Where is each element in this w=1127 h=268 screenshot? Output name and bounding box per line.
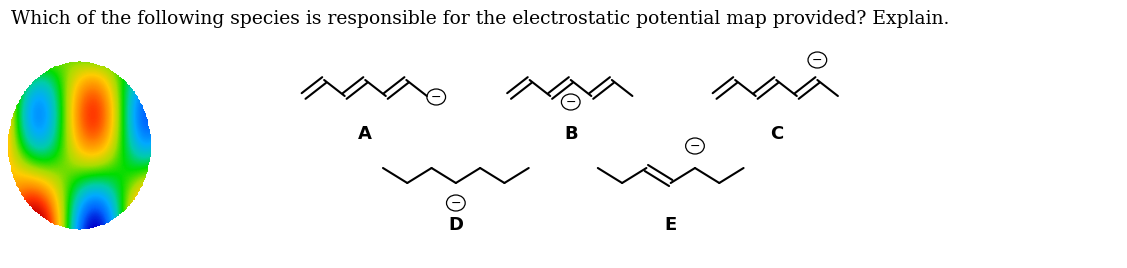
Text: C: C — [770, 125, 783, 143]
Text: −: − — [690, 140, 700, 152]
Text: −: − — [813, 54, 823, 66]
Text: −: − — [566, 95, 576, 109]
Text: D: D — [449, 216, 463, 234]
Text: B: B — [564, 125, 577, 143]
Text: −: − — [431, 91, 442, 103]
Text: E: E — [665, 216, 677, 234]
Text: Which of the following species is responsible for the electrostatic potential ma: Which of the following species is respon… — [11, 10, 950, 28]
Text: A: A — [358, 125, 372, 143]
Text: −: − — [451, 196, 461, 210]
